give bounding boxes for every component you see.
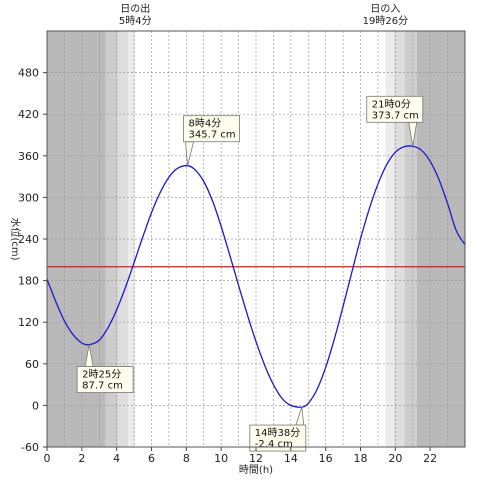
callout-level: 373.7 cm <box>372 110 419 121</box>
x-axis-label: 時間(h) <box>239 464 273 476</box>
y-tick-label: 240 <box>18 233 39 246</box>
callout-level: 345.7 cm <box>189 130 236 141</box>
series-layer <box>46 145 466 408</box>
x-tick-label: 10 <box>214 452 228 465</box>
y-tick-label: 360 <box>18 150 39 163</box>
y-tick-label: 180 <box>18 275 39 288</box>
x-tick-label: 4 <box>113 452 120 465</box>
y-tick-label: 120 <box>18 316 39 329</box>
sun-event-label: 日の入 <box>370 4 400 15</box>
x-tick-label: 0 <box>44 452 51 465</box>
callout-time: 14時38分 <box>255 427 300 439</box>
y-tick-label: 60 <box>25 358 39 371</box>
y-tick-label: 300 <box>18 191 39 204</box>
x-tick-label: 22 <box>423 452 437 465</box>
axes: 0 2 4 6 8 10 12 14 16 18 20 22 -60 0 60 120 180 240 300 360… <box>18 30 466 465</box>
x-tick-label: 6 <box>148 452 155 465</box>
tide-series-line <box>46 145 466 408</box>
x-tick-label: 16 <box>319 452 333 465</box>
callout-time: 2時25分 <box>82 369 121 381</box>
x-tick-label: 8 <box>183 452 190 465</box>
x-tick-label: 18 <box>354 452 368 465</box>
twilight-band <box>385 31 395 447</box>
y-axis-label: 水位(cm) <box>9 217 22 260</box>
callout-box <box>76 366 134 393</box>
twilight-band <box>404 31 417 447</box>
callout-level: 87.7 cm <box>82 381 123 392</box>
y-tick-label: 0 <box>32 399 39 412</box>
x-tick-label: 20 <box>388 452 402 465</box>
callout-time: 8時4分 <box>189 118 222 130</box>
sun-event-label: 日の出 <box>120 2 150 15</box>
callout-time: 21時0分 <box>372 98 411 110</box>
callout-box <box>183 115 240 143</box>
x-tick-label: 12 <box>249 452 263 465</box>
sun-event-time: 19時26分 <box>363 15 408 27</box>
x-tick-label: 14 <box>284 452 298 465</box>
sun-event-time: 5時4分 <box>119 15 152 27</box>
y-tick-label: 480 <box>18 67 39 80</box>
callout-box <box>366 95 424 123</box>
y-tick-label: -60 <box>21 441 39 454</box>
y-tick-label: 420 <box>18 108 39 121</box>
callout-level: -2.4 cm <box>255 439 293 450</box>
grid <box>47 31 465 447</box>
x-tick-label: 2 <box>78 452 85 465</box>
